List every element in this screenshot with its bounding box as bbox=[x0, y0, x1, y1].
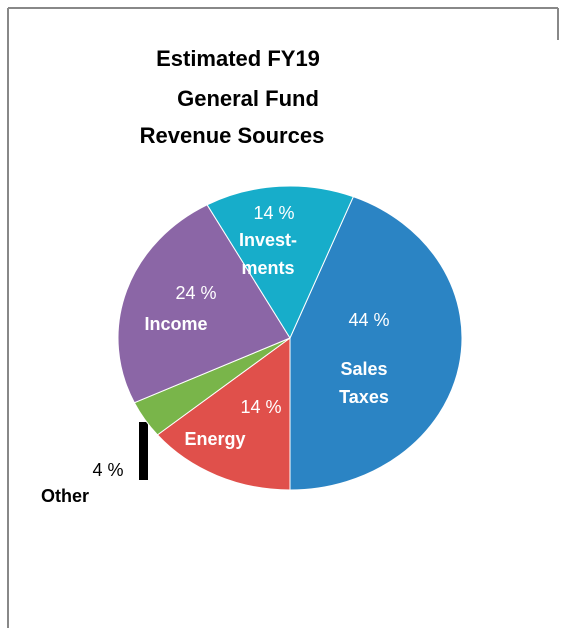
chart-title: General Fund bbox=[177, 86, 319, 111]
slice-label: Energy bbox=[184, 429, 245, 449]
value-label: 14 % bbox=[240, 397, 281, 417]
pie-slice bbox=[156, 337, 291, 491]
chart-title: Revenue Sources bbox=[140, 123, 325, 148]
leader-bar bbox=[139, 422, 148, 480]
slice-label: Income bbox=[144, 314, 207, 334]
pie-slice bbox=[206, 185, 354, 340]
pie-slice bbox=[117, 204, 291, 404]
slice-label: Other bbox=[41, 486, 89, 506]
value-label: 4 % bbox=[92, 460, 123, 480]
slice-label: Invest-ments bbox=[239, 230, 297, 278]
slice-label: Sales Taxes bbox=[339, 359, 389, 407]
value-label: 44 % bbox=[348, 310, 389, 330]
pie-slice bbox=[289, 196, 463, 491]
value-label: 14 % bbox=[253, 203, 294, 223]
value-label: 24 % bbox=[175, 283, 216, 303]
chart-title: Estimated FY19 bbox=[156, 46, 320, 71]
